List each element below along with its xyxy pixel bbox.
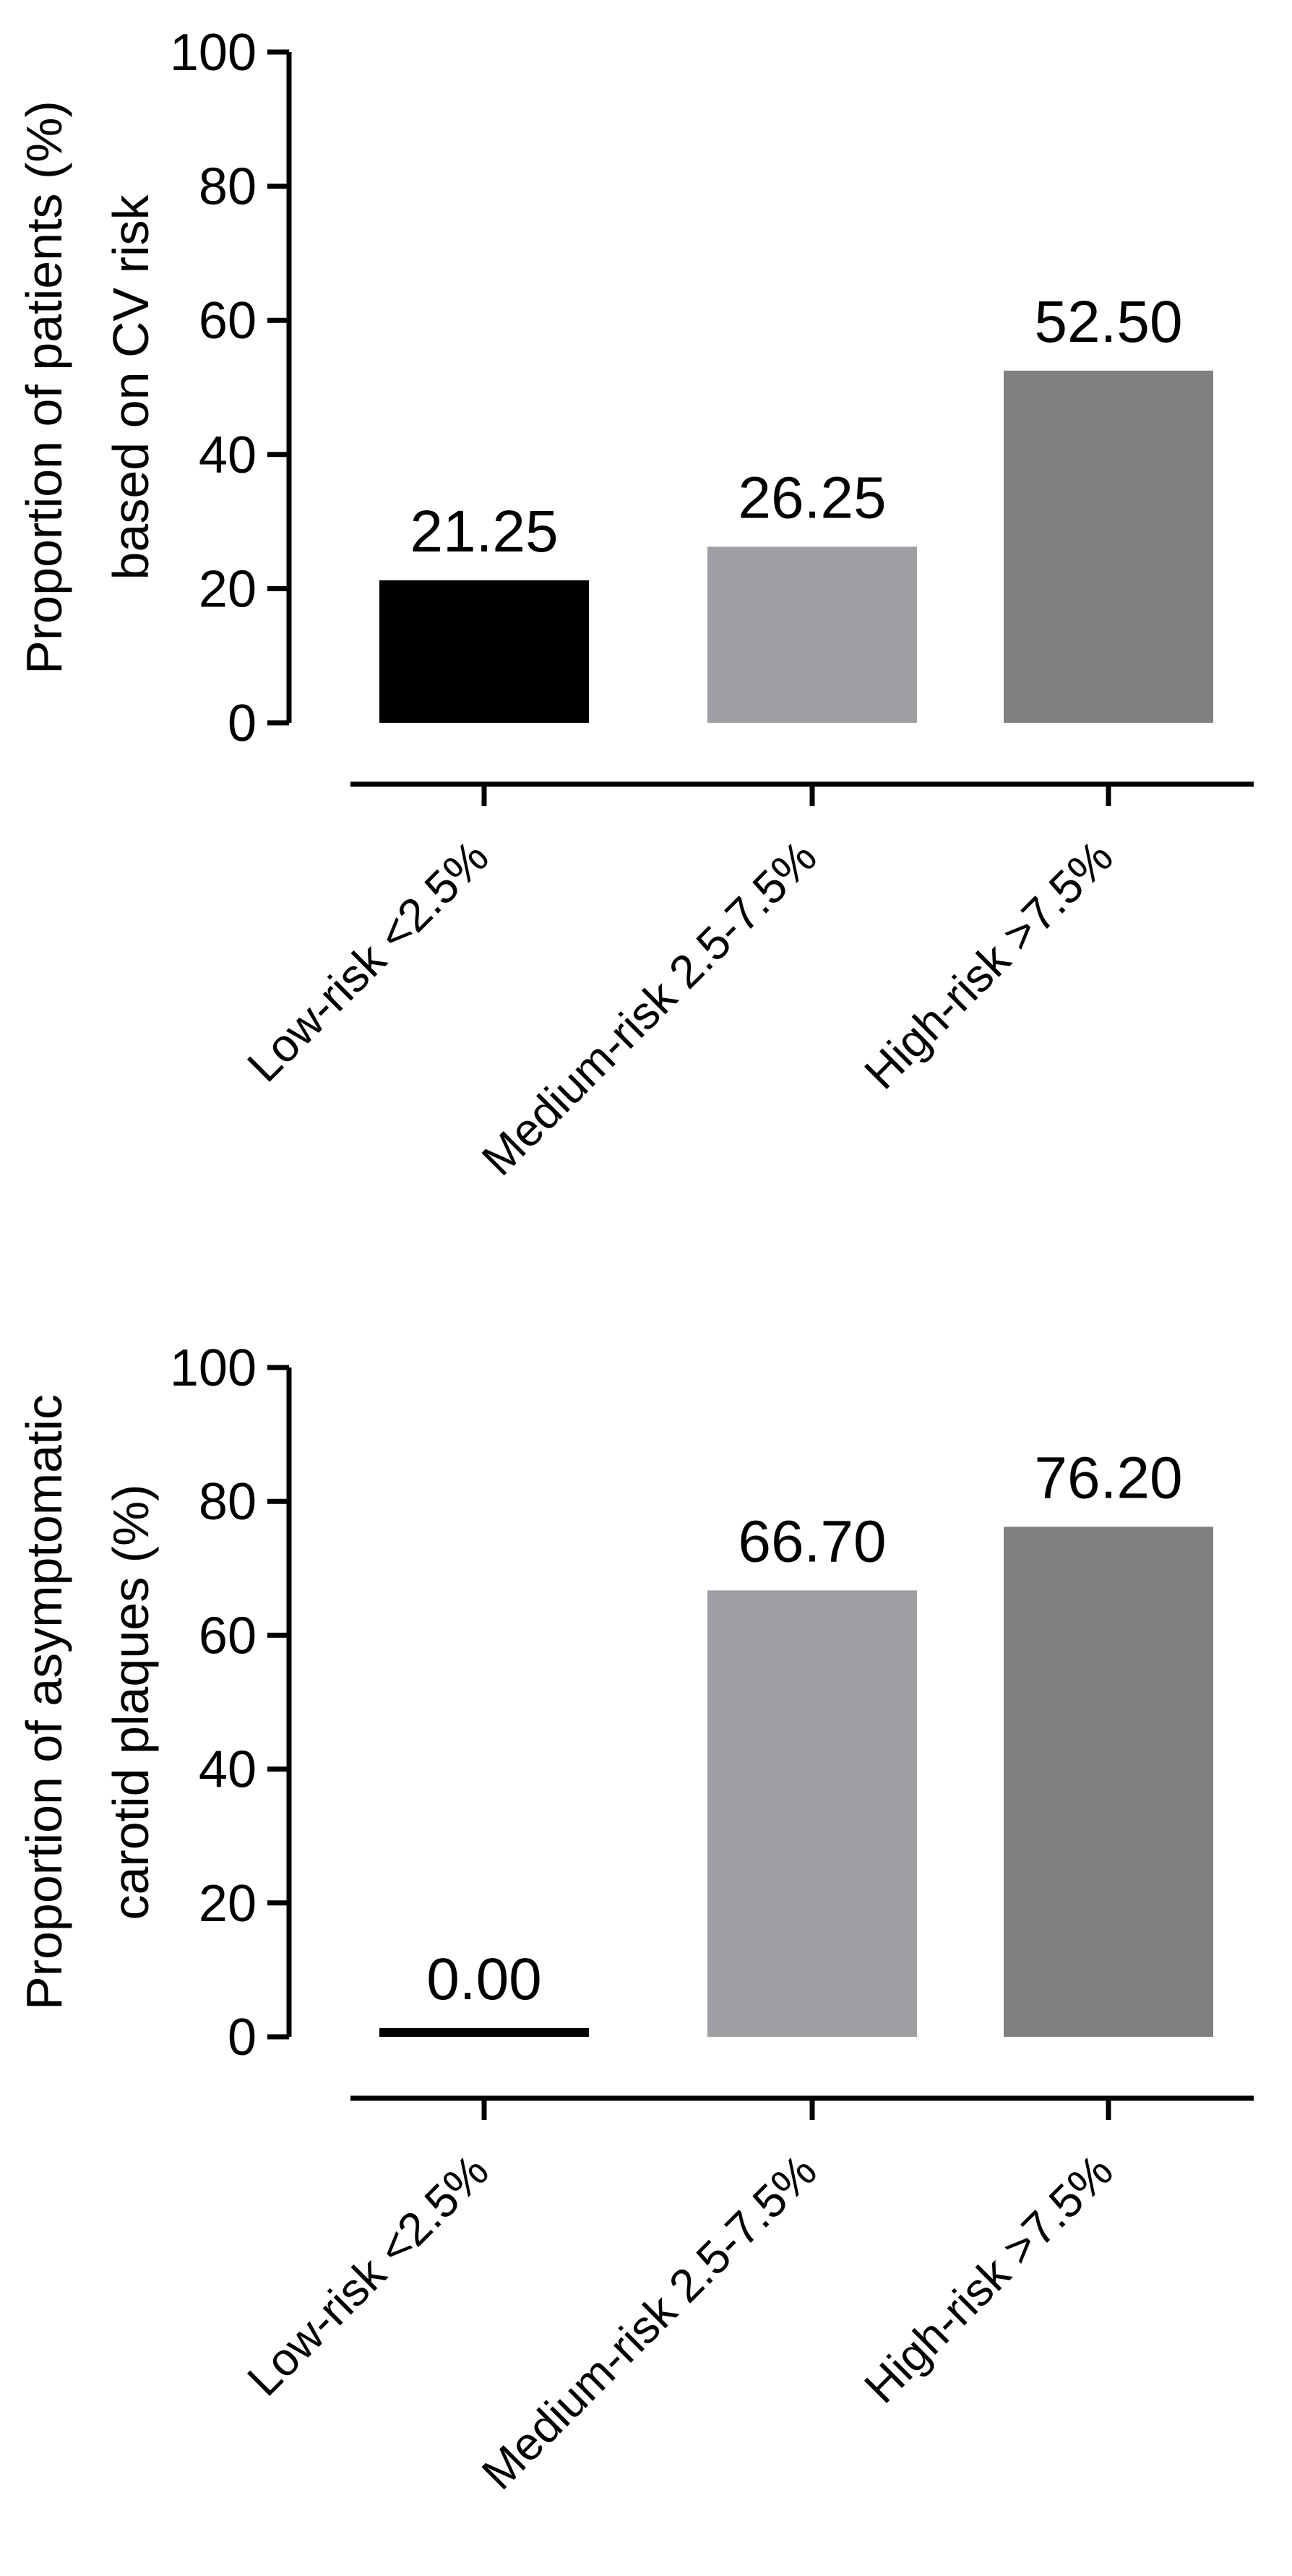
y-tick-label: 80 bbox=[199, 158, 257, 216]
y-tick-label: 0 bbox=[228, 695, 257, 752]
bar bbox=[379, 2028, 589, 2037]
bar-value-label: 26.25 bbox=[738, 465, 886, 531]
bar bbox=[379, 580, 589, 723]
y-axis-title-line: Proportion of asymptomatic bbox=[16, 1394, 72, 2010]
bar-value-label: 76.20 bbox=[1034, 1445, 1182, 1511]
y-axis-title-line: Proportion of patients (%) bbox=[16, 100, 72, 674]
bar bbox=[707, 546, 917, 723]
y-tick-label: 0 bbox=[228, 2009, 257, 2066]
y-axis-title-line: carotid plaques (%) bbox=[103, 1484, 159, 1920]
bar-value-label: 0.00 bbox=[426, 1946, 542, 2012]
y-tick-label: 80 bbox=[199, 1473, 257, 1531]
y-tick-label: 60 bbox=[199, 292, 257, 350]
bar bbox=[1004, 1527, 1213, 2037]
y-tick-label: 100 bbox=[170, 24, 257, 82]
y-axis-title-line: based on CV risk bbox=[103, 194, 159, 580]
y-tick-label: 100 bbox=[170, 1339, 257, 1397]
bar bbox=[707, 1590, 917, 2037]
x-category-label: Low-risk <2.5% bbox=[237, 830, 499, 1092]
x-category-label: High-risk >7.5% bbox=[854, 830, 1123, 1099]
x-category-label: Medium-risk 2.5-7.5% bbox=[472, 2144, 827, 2499]
x-category-label: High-risk >7.5% bbox=[854, 2144, 1123, 2413]
bar-value-label: 66.70 bbox=[738, 1508, 886, 1574]
x-category-label: Low-risk <2.5% bbox=[237, 2144, 499, 2406]
y-tick-label: 60 bbox=[199, 1607, 257, 1665]
chart-panel-top: 0 20 40 60 80 100 Proportion of patients (%) ba… bbox=[16, 24, 1254, 1185]
y-tick-label: 40 bbox=[199, 1741, 257, 1799]
y-tick-label: 40 bbox=[199, 426, 257, 484]
y-tick-label: 20 bbox=[199, 1875, 257, 1933]
bar bbox=[1004, 370, 1213, 723]
y-tick-label: 20 bbox=[199, 560, 257, 618]
bar-value-label: 52.50 bbox=[1034, 289, 1182, 355]
bar-value-label: 21.25 bbox=[410, 499, 558, 564]
chart-panel-bottom: 0 20 40 60 80 100 Proportion of asymptomatic ca… bbox=[16, 1339, 1254, 2499]
x-category-label: Medium-risk 2.5-7.5% bbox=[472, 830, 827, 1185]
